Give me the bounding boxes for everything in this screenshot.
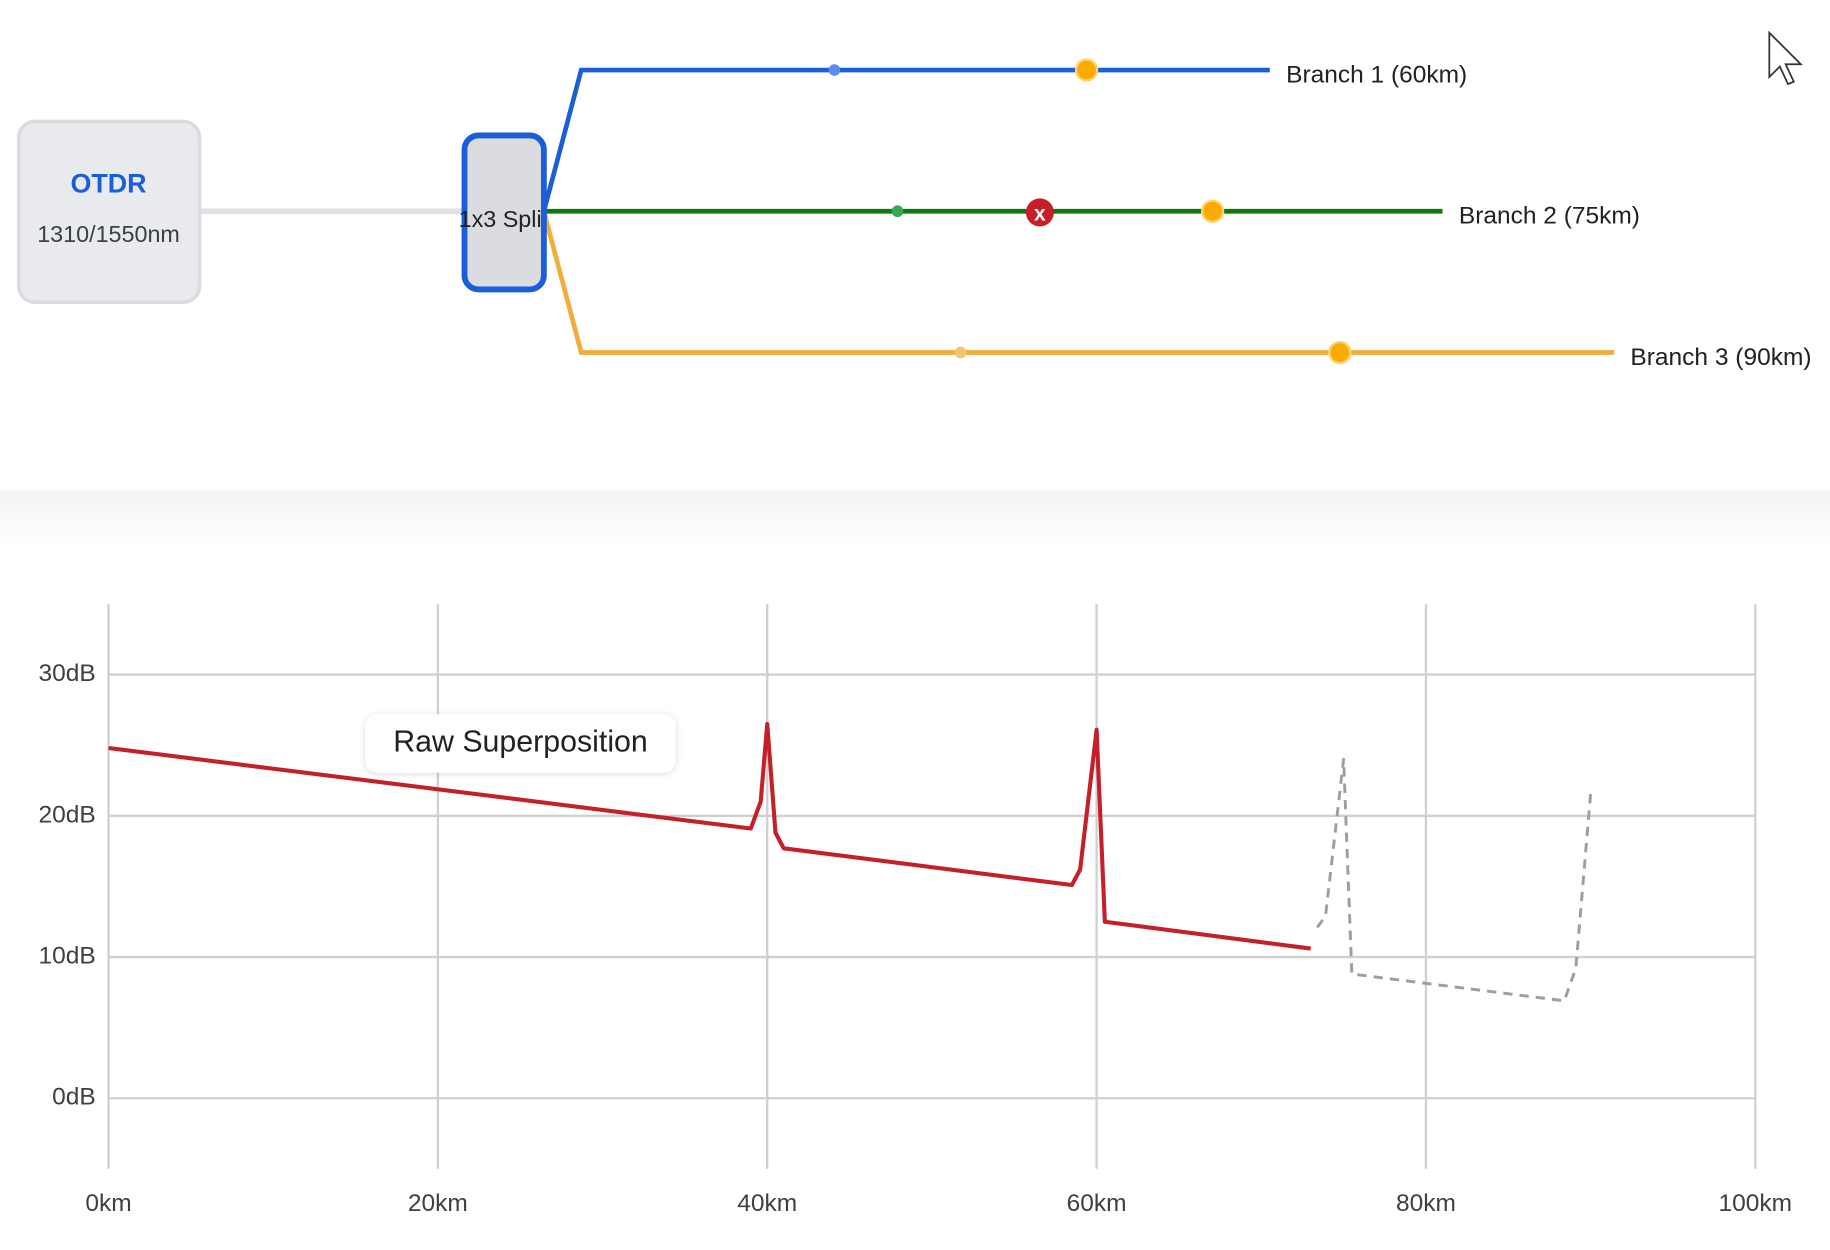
branch-label: Branch 3 (90km) xyxy=(1630,344,1811,371)
x-tick-label: 60km xyxy=(1067,1190,1127,1217)
x-tick-label: 40km xyxy=(737,1190,797,1217)
fault-marker[interactable] xyxy=(1025,198,1054,227)
x-tick-label: 100km xyxy=(1719,1190,1793,1217)
x-tick-label: 20km xyxy=(408,1190,468,1217)
section-divider xyxy=(0,490,1830,549)
otdr-subtitle: 1310/1550nm xyxy=(37,221,180,247)
x-tick-label: 80km xyxy=(1396,1190,1456,1217)
y-tick-label: 10dB xyxy=(38,943,95,970)
fault-marker-glyph: x xyxy=(1034,202,1046,225)
event-marker[interactable] xyxy=(1328,340,1352,365)
y-tick-label: 20dB xyxy=(38,801,95,828)
otdr-title: OTDR xyxy=(71,169,147,199)
y-tick-label: 0dB xyxy=(52,1084,96,1111)
x-tick-label: 0km xyxy=(85,1190,131,1217)
otdr-trace-chart: 0km 20km 40km 60km 80km 100km 0dB 10dB 20dB 30dB xyxy=(38,603,1793,1217)
splitter-label: 1x3 Spli xyxy=(459,206,542,232)
branch-label: Branch 2 (75km) xyxy=(1459,203,1640,230)
event-marker[interactable] xyxy=(891,205,904,218)
event-marker[interactable] xyxy=(1200,199,1225,223)
branch-1-fiber[interactable] xyxy=(541,67,1270,212)
otdr-box[interactable] xyxy=(16,119,202,305)
trace-line xyxy=(108,721,1311,951)
branch-3-fiber[interactable] xyxy=(541,210,1615,355)
y-tick-label: 30dB xyxy=(38,660,95,687)
dashed-trace xyxy=(1316,757,1593,1003)
mouse-cursor xyxy=(1768,30,1803,86)
annotation-box xyxy=(365,714,676,773)
event-marker[interactable] xyxy=(828,64,841,76)
event-marker[interactable] xyxy=(954,346,967,359)
annotation-text: Raw Superposition xyxy=(393,725,648,758)
event-marker[interactable] xyxy=(1074,58,1099,82)
branch-label: Branch 1 (60km) xyxy=(1286,61,1467,88)
splitter-box[interactable] xyxy=(461,132,547,293)
annotation: Raw Superposition xyxy=(365,714,676,773)
